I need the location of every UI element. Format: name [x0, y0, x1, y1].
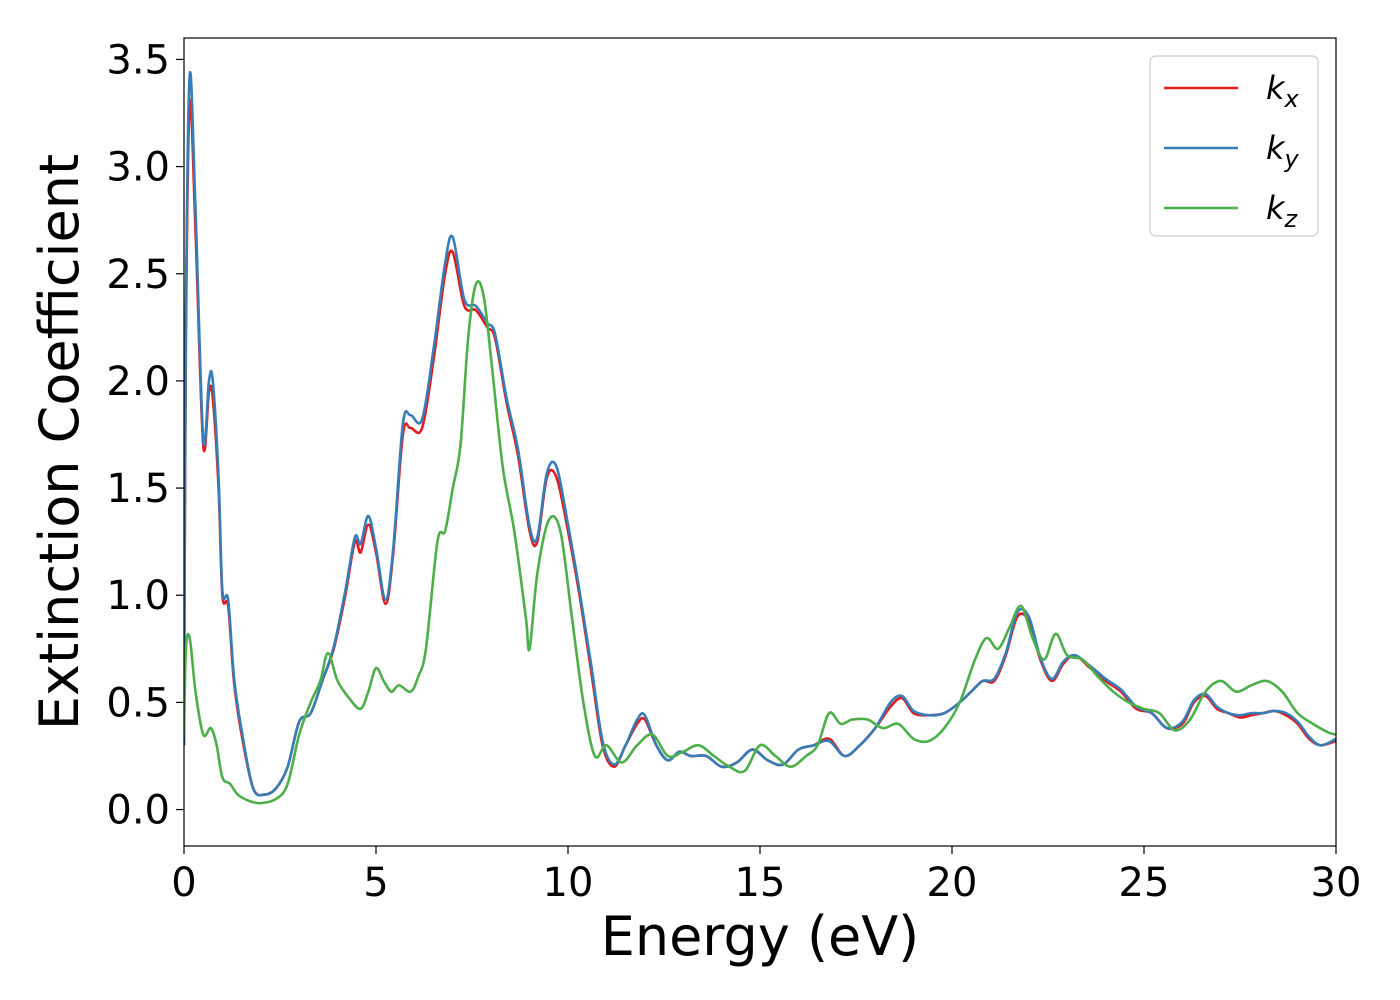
x-tick-label: 0 — [171, 860, 196, 906]
x-tick-label: 20 — [927, 860, 978, 906]
legend: kx ky kz — [1149, 55, 1319, 237]
y-tick-label: 1.0 — [106, 573, 170, 619]
y-axis: 0.0 0.5 1.0 1.5 2.0 2.5 3.0 3.5 — [106, 37, 184, 834]
y-tick-label: 3.5 — [106, 37, 170, 83]
series-lines — [184, 70, 1336, 805]
x-axis-title: Energy (eV) — [601, 905, 920, 968]
y-tick-label: 1.5 — [106, 466, 170, 512]
y-tick-label: 0.5 — [106, 680, 170, 726]
y-tick-label: 2.0 — [106, 359, 170, 405]
legend-label-y: ky — [1266, 129, 1300, 173]
x-tick-label: 15 — [735, 860, 786, 906]
x-tick-label: 25 — [1119, 860, 1170, 906]
legend-label-z: kz — [1266, 189, 1299, 233]
y-tick-label: 0.0 — [106, 788, 170, 834]
series-line-z — [184, 280, 1336, 805]
y-axis-title: Extinction Coefficient — [28, 154, 91, 730]
y-tick-label: 2.5 — [106, 252, 170, 298]
series-line-y — [184, 70, 1336, 797]
legend-box — [1149, 55, 1319, 237]
legend-label-x: kx — [1266, 69, 1300, 113]
x-tick-label: 5 — [363, 860, 388, 906]
x-axis: 0 5 10 15 20 25 30 — [171, 846, 1361, 906]
x-tick-label: 30 — [1311, 860, 1362, 906]
x-tick-label: 10 — [543, 860, 594, 906]
y-tick-label: 3.0 — [106, 145, 170, 191]
